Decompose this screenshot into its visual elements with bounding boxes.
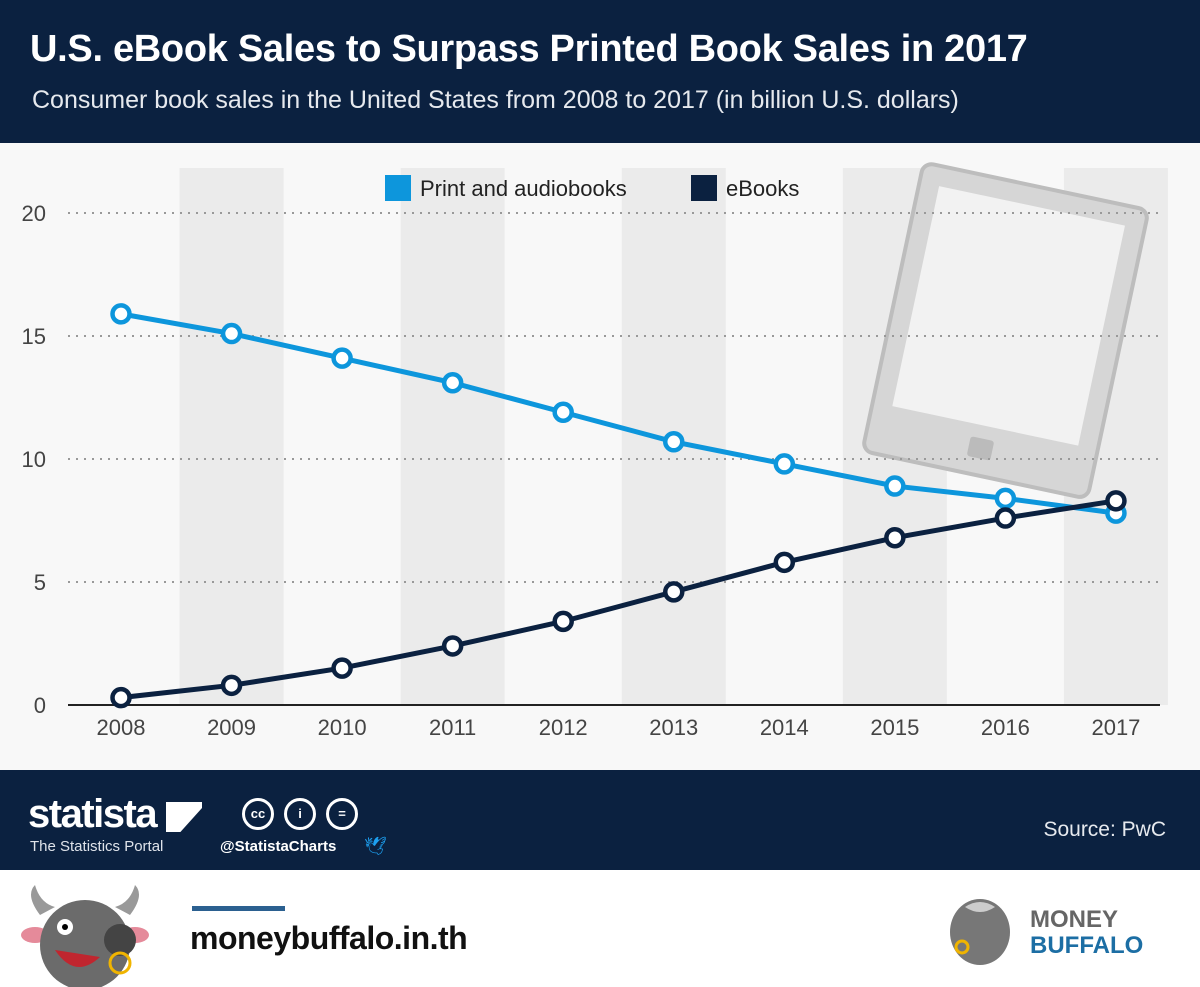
x-tick-label: 2016 [981, 715, 1030, 740]
accent-bar [192, 906, 285, 911]
x-tick-label: 2013 [649, 715, 698, 740]
legend-label: eBooks [726, 176, 799, 201]
chart-title: U.S. eBook Sales to Surpass Printed Book… [30, 28, 1028, 70]
logo-text-money: MONEY [1030, 906, 1119, 933]
data-point-print [884, 475, 906, 497]
attribution-icon: i [284, 798, 316, 830]
twitter-handle[interactable]: @StatistaCharts [220, 838, 337, 855]
data-point-ebooks [773, 551, 796, 574]
cc-icon: cc [242, 798, 274, 830]
x-tick-label: 2017 [1091, 715, 1140, 740]
x-tick-label: 2015 [870, 715, 919, 740]
data-point-ebooks [1105, 490, 1127, 512]
twitter-icon: 🕊 [364, 836, 387, 856]
noderivs-icon: = [326, 798, 358, 830]
money-buffalo-logo-icon [950, 899, 1010, 965]
data-point-print [331, 347, 353, 369]
header: U.S. eBook Sales to Surpass Printed Book… [0, 0, 1200, 143]
data-point-print [441, 371, 464, 394]
data-point-print [220, 322, 243, 345]
chart-subtitle: Consumer book sales in the United States… [32, 86, 959, 114]
data-point-print [773, 453, 796, 475]
site-url[interactable]: moneybuffalo.in.th [190, 920, 468, 956]
x-tick-label: 2011 [429, 715, 476, 740]
legend-swatch [691, 175, 717, 201]
line-chart: 0 5 10 15 20 2008 2009 2010 2011 2012 2013 2014 2015… [22, 162, 1168, 740]
y-tick-label: 15 [22, 324, 46, 349]
chart-area: 0 5 10 15 20 2008 2009 2010 2011 2012 2013 2014 2015… [0, 143, 1200, 770]
tablet-illustration [862, 162, 1149, 499]
data-point-ebooks [552, 610, 574, 633]
source-label: Source: PwC [1043, 818, 1166, 841]
legend-label: Print and audiobooks [420, 176, 627, 201]
logo-text-buffalo: BUFFALO [1030, 932, 1144, 959]
series-line-print [120, 311, 1117, 516]
column-band [400, 168, 505, 705]
data-point-ebooks [331, 657, 353, 679]
footer: statista The Statistics Portal cc i = @S… [0, 770, 1200, 870]
statista-logo-icon [166, 802, 202, 832]
x-tick-label: 2014 [760, 715, 809, 740]
y-tick-label: 5 [34, 570, 46, 595]
x-tick-label: 2008 [97, 715, 146, 740]
statista-logo: statista [28, 792, 158, 836]
data-point-print [110, 303, 132, 325]
data-point-ebooks [663, 581, 685, 603]
x-tick-label: 2010 [318, 715, 367, 740]
x-tick-label: 2012 [539, 715, 588, 740]
buffalo-mascot-icon [21, 885, 149, 987]
statista-tagline: The Statistics Portal [30, 838, 164, 855]
legend-swatch [385, 175, 411, 201]
data-point-print [552, 401, 574, 424]
tablet-button [967, 436, 994, 461]
data-point-ebooks [994, 507, 1017, 529]
column-band [179, 168, 284, 705]
bottom-banner: moneybuffalo.in.th MONEY BUFFALO [0, 870, 1200, 987]
tablet-screen [892, 186, 1125, 446]
data-point-ebooks [441, 635, 464, 657]
data-point-print [663, 431, 685, 453]
y-tick-label: 0 [34, 693, 46, 718]
data-point-print [994, 487, 1017, 510]
data-point-ebooks [884, 526, 906, 549]
series-line-ebooks [120, 498, 1117, 701]
y-tick-label: 20 [22, 201, 46, 226]
data-point-ebooks [110, 686, 132, 709]
x-tick-label: 2009 [207, 715, 256, 740]
y-tick-label: 10 [22, 447, 46, 472]
data-point-ebooks [220, 674, 243, 697]
